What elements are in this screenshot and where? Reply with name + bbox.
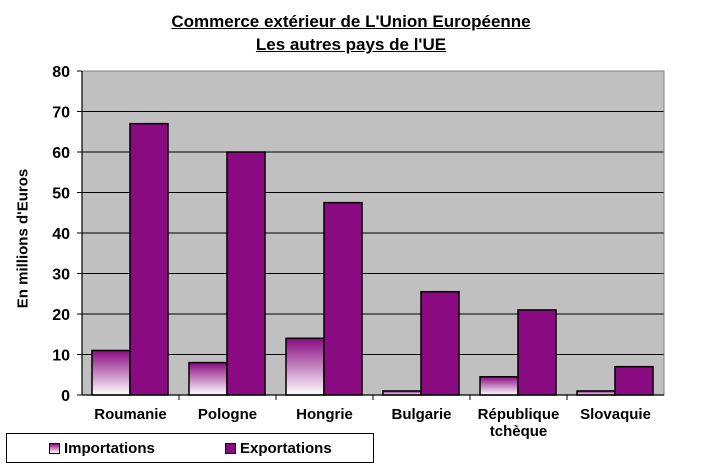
bar-exportations <box>517 309 557 396</box>
chart-title: Commerce extérieur de L'Union Européenne <box>171 12 531 31</box>
y-tick-label: 30 <box>52 267 70 284</box>
bar-exportations <box>323 201 363 396</box>
legend-item-exportations: Exportations <box>225 440 332 457</box>
legend-swatch-importations <box>49 443 60 454</box>
bar-exportations <box>614 365 654 396</box>
y-tick-label: 60 <box>52 145 70 162</box>
y-tick-label: 0 <box>61 388 70 405</box>
bar-importations <box>382 390 422 396</box>
x-tick-label: Hongrie <box>296 406 353 423</box>
legend: Importations Exportations <box>6 433 374 463</box>
x-tick-label: Roumanie <box>94 406 167 423</box>
legend-label-exportations: Exportations <box>240 440 332 457</box>
bar-importations <box>188 361 228 396</box>
y-tick-label: 20 <box>52 307 70 324</box>
x-tick-label: République tchèque <box>478 406 560 440</box>
y-tick-label: 40 <box>52 226 70 243</box>
x-tick-label: Slovaquie <box>580 406 651 423</box>
legend-swatch-exportations <box>225 443 236 454</box>
bar-importations <box>285 337 325 396</box>
bar-exportations <box>420 290 460 396</box>
bar-importations <box>576 390 616 396</box>
y-tick-label: 10 <box>52 348 70 365</box>
bar-importations <box>91 349 131 396</box>
bar-exportations <box>129 122 169 396</box>
x-tick-label: Bulgarie <box>391 406 451 423</box>
bar-exportations <box>226 151 266 396</box>
x-tick-label: Pologne <box>198 406 257 423</box>
bar-importations <box>479 376 519 396</box>
legend-item-importations: Importations <box>49 440 155 457</box>
legend-label-importations: Importations <box>64 440 155 457</box>
chart-subtitle: Les autres pays de l'UE <box>255 35 447 54</box>
y-tick-label: 50 <box>52 186 70 203</box>
y-tick-label: 70 <box>52 105 70 122</box>
y-tick-label: 80 <box>52 64 70 81</box>
